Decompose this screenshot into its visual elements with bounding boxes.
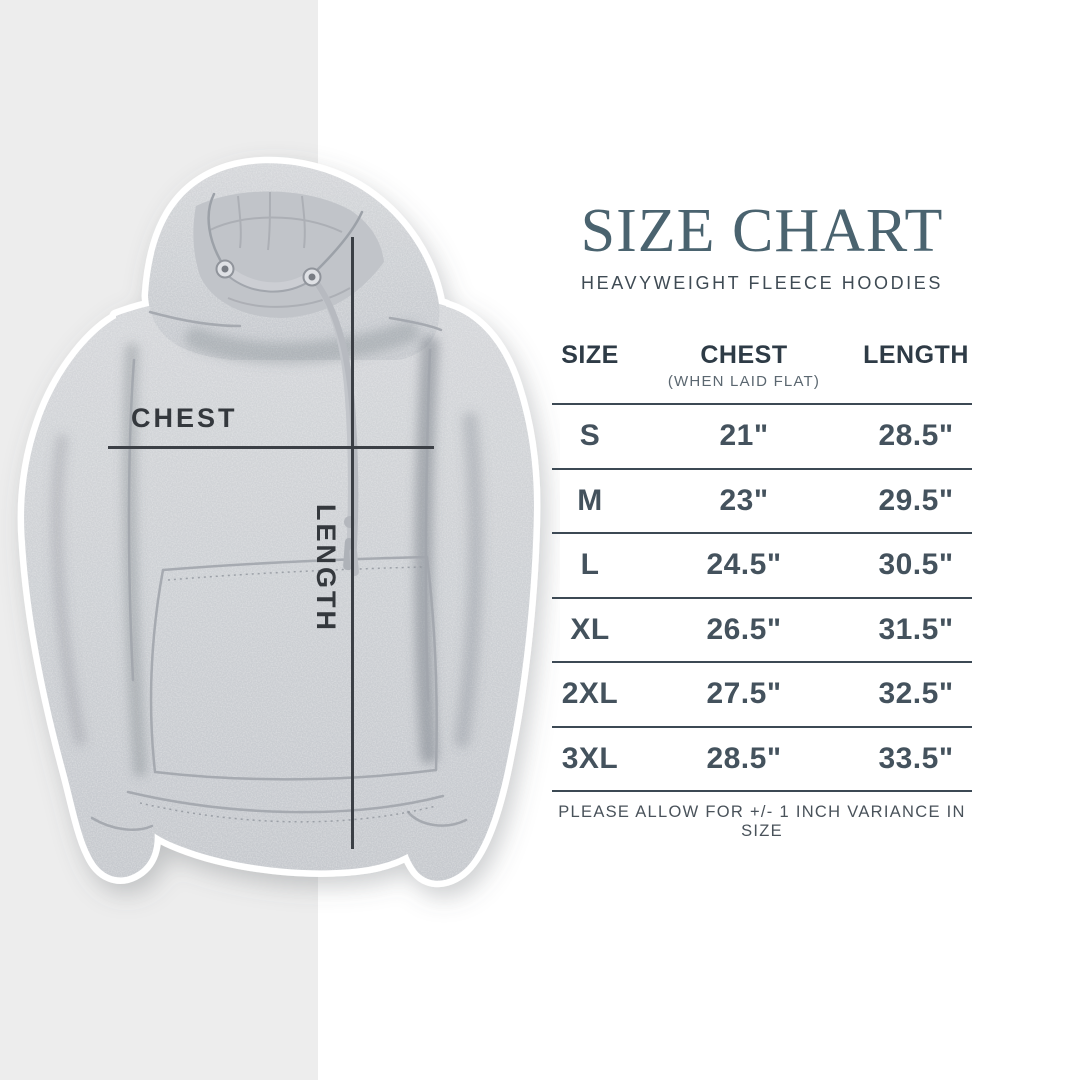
chest-note: (WHEN LAID FLAT) [667,373,821,390]
hoodie-details [50,191,484,831]
chest-label: CHEST [131,403,238,433]
table-row: S 21" 28.5" [552,403,972,468]
eyelet [215,259,235,279]
table-row: 2XL 27.5" 32.5" [552,661,972,726]
variance-footnote: PLEASE ALLOW FOR +/- 1 INCH VARIANCE IN … [558,803,966,840]
page-subtitle: HEAVYWEIGHT FLEECE HOODIES [581,273,943,293]
hoodie-body [115,291,450,871]
column-header-length: LENGTH [863,341,969,369]
table-row: M 23" 29.5" [552,467,972,533]
hoodie-photo [17,156,541,888]
size-cell: 3XL [561,741,619,775]
table-row: XL 26.5" 31.5" [552,596,972,662]
size-table: S 21" 28.5" M 23" 29.5" L 24.5" 30.5" XL… [552,403,972,792]
size-cell: XL [570,612,610,646]
length-cell: 29.5" [878,483,954,517]
length-cell: 30.5" [878,548,954,582]
table-row: 3XL 28.5" 33.5" [552,725,972,792]
length-cell: 28.5" [878,419,954,453]
column-header-size: SIZE [561,341,619,369]
length-label: LENGTH [311,504,341,633]
chest-cell: 21" [719,419,769,453]
chest-cell: 26.5" [706,612,782,646]
length-cell: 31.5" [878,612,954,646]
size-cell: M [577,483,603,517]
chest-cell: 24.5" [706,548,782,582]
length-cell: 33.5" [878,741,954,775]
page-title: SIZE CHART [580,197,944,265]
table-row: L 24.5" 30.5" [552,532,972,597]
eyelet [302,267,322,287]
size-cell: L [580,548,600,582]
size-cell: S [579,419,601,453]
chest-cell: 28.5" [706,741,782,775]
chest-cell: 23" [719,483,769,517]
chest-measure-line [108,446,434,449]
column-header-chest: CHEST (WHEN LAID FLAT) [667,341,821,390]
length-cell: 32.5" [878,677,954,711]
size-cell: 2XL [561,677,619,711]
chest-cell: 27.5" [706,677,782,711]
length-measure-line [351,237,354,849]
table-header-row: SIZE CHEST (WHEN LAID FLAT) LENGTH [552,341,972,390]
